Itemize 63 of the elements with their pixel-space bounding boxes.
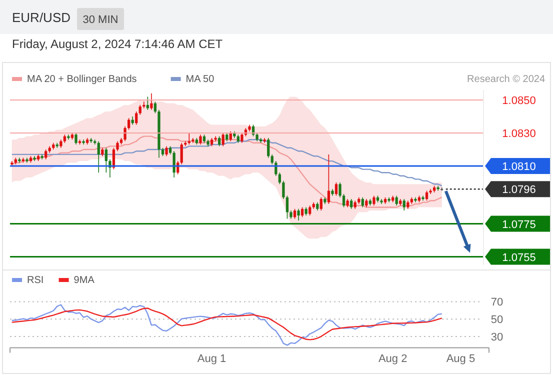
candlestick [267,138,270,158]
y-tick-label: 50 [490,314,504,326]
candlestick [138,104,142,116]
y-tick-label: 1.0755 [502,252,536,264]
x-tick-label: Aug 1 [197,352,226,365]
candlestick [165,146,168,156]
candlestick [334,182,338,196]
candlestick [308,205,312,216]
candlestick [74,132,78,145]
candlestick [218,136,221,147]
y-tick-label: 30 [490,331,504,344]
line-series [11,139,442,186]
candlestick [327,154,330,204]
x-tick-label: Aug 5 [446,352,476,365]
y-tick-label: 70 [490,296,504,309]
candlestick [127,118,130,130]
text: Research © 2024 [467,74,546,85]
candlestick [172,150,176,178]
candlestick [297,208,300,221]
line-series [11,304,442,346]
candlestick [150,93,153,110]
candlestick [154,101,157,114]
legend-label: RSI [27,275,44,286]
candlestick [135,111,138,126]
chart-subtitle: 30 MIN [82,14,118,26]
candlestick [278,172,281,185]
candlestick [338,182,342,198]
legend-label: MA 20 + Bollinger Bands [27,74,137,85]
candlestick [116,140,119,152]
candlestick [222,132,224,147]
y-tick-label: 1.0810 [502,161,536,173]
y-tick-label: 1.0796 [502,184,536,196]
y-tick-label: 1.0850 [502,95,536,107]
candlestick [180,142,183,165]
candlestick [270,154,274,165]
candlestick [146,96,149,110]
x-tick-label: Aug 2 [378,352,408,365]
candlestick [124,126,126,142]
candlestick [425,190,428,202]
candlestick [282,180,285,200]
candlestick [350,198,353,210]
y-tick-label: 1.0830 [502,128,536,140]
candlestick [44,149,48,160]
line-series [11,308,442,340]
y-tick-label: 1.0775 [502,218,536,231]
candlestick [402,198,406,211]
candlestick [372,195,376,206]
candlestick [440,187,444,192]
legend-label: 9MA [74,275,95,286]
legend-label: MA 50 [186,74,215,85]
chart-title: EUR/USD [12,10,71,25]
candlestick [240,132,244,144]
candlestick [104,147,108,173]
candlestick [342,194,346,208]
candlestick [293,208,296,220]
candlestick [286,195,289,220]
candlestick [320,196,322,211]
candlestick [395,195,398,206]
text: Friday, August 2, 2024 7:14:46 AM CET [12,37,224,51]
candlestick [300,206,304,218]
candlestick [97,140,100,173]
candlestick [361,196,364,208]
candlestick [199,134,202,145]
